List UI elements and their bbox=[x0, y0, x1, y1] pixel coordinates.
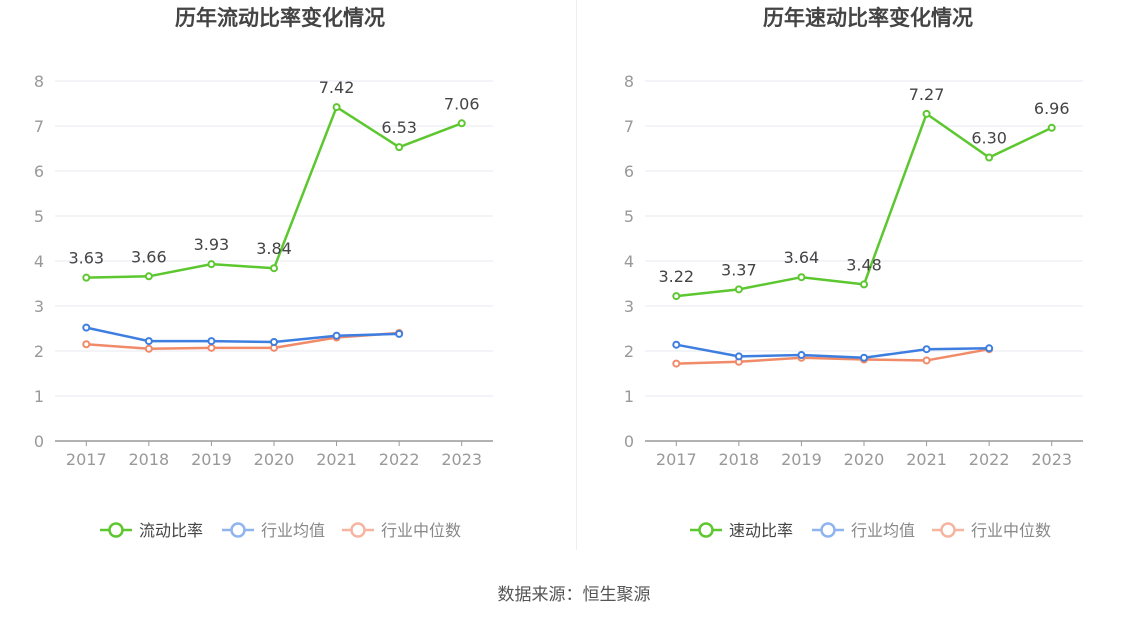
chart2-data-label: 3.64 bbox=[784, 248, 820, 267]
chart1-x-tick-label: 2023 bbox=[441, 450, 482, 469]
chart2-data-point bbox=[985, 153, 994, 162]
chart2-data-point bbox=[734, 285, 743, 294]
chart1-x-tick-label: 2018 bbox=[128, 450, 169, 469]
chart2-data-point bbox=[797, 351, 806, 360]
chart1-data-point bbox=[82, 273, 91, 282]
chart1-data-point bbox=[207, 343, 216, 352]
chart2-legend-swatch-marker bbox=[698, 522, 714, 538]
chart1-series-line-industry-average bbox=[86, 326, 400, 344]
chart2-data-label: 3.48 bbox=[846, 255, 882, 274]
chart2-y-tick-label: 0 bbox=[624, 432, 634, 451]
chart1-data-point bbox=[207, 260, 216, 269]
chart2-y-tick-label: 6 bbox=[624, 162, 634, 181]
chart1-data-point bbox=[270, 264, 278, 273]
chart2-y-tick-label: 8 bbox=[624, 72, 634, 91]
chart1-x-tick-label: 2019 bbox=[191, 450, 232, 469]
chart1-data-label: 3.93 bbox=[194, 235, 230, 254]
chart2-series-line-industry-median bbox=[676, 347, 990, 365]
chart1-data-label: 3.66 bbox=[131, 247, 167, 266]
chart1-data-point bbox=[457, 119, 466, 128]
chart2-legend-label: 行业中位数 bbox=[971, 521, 1051, 540]
chart1-legend-swatch-marker bbox=[108, 522, 124, 538]
chart1-series-line-industry-median bbox=[86, 331, 400, 350]
chart2-legend-label: 速动比率 bbox=[729, 521, 793, 540]
chart2-x-tick-label: 2018 bbox=[718, 450, 759, 469]
chart2-data-label: 3.22 bbox=[658, 267, 694, 286]
chart1-x-tick-label: 2020 bbox=[254, 450, 295, 469]
chart1-y-tick-label: 0 bbox=[34, 432, 44, 451]
chart1-y-tick-label: 1 bbox=[34, 387, 44, 406]
chart2-data-point bbox=[734, 352, 743, 361]
chart2-data-point bbox=[860, 280, 868, 289]
chart1-data-point bbox=[82, 340, 91, 349]
chart1-title: 历年流动比率变化情况 bbox=[175, 6, 385, 30]
chart2-series-line-industry-average bbox=[676, 343, 990, 359]
chart1-data-label: 6.53 bbox=[381, 118, 417, 137]
chart1-data-point bbox=[207, 337, 216, 346]
chart2-data-point bbox=[672, 359, 681, 368]
chart-divider bbox=[576, 0, 577, 550]
chart2-data-point bbox=[922, 109, 931, 118]
chart2-data-point bbox=[672, 340, 681, 349]
chart2-x-tick-label: 2021 bbox=[906, 450, 947, 469]
chart2-x-tick-label: 2017 bbox=[656, 450, 697, 469]
chart2-y-tick-label: 4 bbox=[624, 252, 634, 271]
chart1-data-label: 7.42 bbox=[319, 78, 355, 97]
chart1-y-tick-label: 2 bbox=[34, 342, 44, 361]
chart2-data-point bbox=[860, 353, 868, 362]
chart2-data-label: 6.30 bbox=[971, 129, 1007, 148]
chart1-legend-swatch-marker bbox=[350, 522, 366, 538]
chart1-x-tick-label: 2017 bbox=[66, 450, 107, 469]
chart1-data-point bbox=[395, 329, 404, 338]
chart1-legend-label: 流动比率 bbox=[139, 521, 203, 540]
chart2-legend-swatch-marker bbox=[940, 522, 956, 538]
chart1-data-label: 7.06 bbox=[444, 94, 480, 113]
chart2-data-label: 3.37 bbox=[721, 260, 757, 279]
chart1-data-point bbox=[395, 143, 404, 152]
chart2-legend-label: 行业均值 bbox=[851, 521, 915, 540]
chart1-legend-label: 行业均值 bbox=[261, 521, 325, 540]
chart1-x-tick-label: 2021 bbox=[316, 450, 357, 469]
chart1-data-point bbox=[144, 337, 153, 346]
chart2-x-tick-label: 2023 bbox=[1031, 450, 1072, 469]
chart1-data-label: 3.84 bbox=[256, 239, 292, 258]
chart1-y-tick-label: 3 bbox=[34, 297, 44, 316]
chart1-data-label: 3.63 bbox=[68, 249, 104, 268]
chart2-data-point bbox=[922, 356, 931, 365]
chart1-data-point bbox=[332, 103, 341, 112]
chart1-data-point bbox=[144, 344, 153, 353]
chart1-legend-swatch-marker bbox=[230, 522, 246, 538]
data-source-note: 数据来源：恒生聚源 bbox=[497, 585, 651, 605]
chart2-data-point bbox=[1047, 123, 1056, 132]
chart1-legend-label: 行业中位数 bbox=[381, 521, 461, 540]
chart2-x-tick-label: 2019 bbox=[781, 450, 822, 469]
chart1-y-tick-label: 6 bbox=[34, 162, 44, 181]
chart2-data-point bbox=[985, 344, 994, 353]
chart1-data-point bbox=[144, 272, 153, 281]
chart2-x-tick-label: 2020 bbox=[844, 450, 885, 469]
chart2-y-tick-label: 5 bbox=[624, 207, 634, 226]
chart2-data-point bbox=[797, 273, 806, 282]
chart2-x-tick-label: 2022 bbox=[969, 450, 1010, 469]
chart1-x-tick-label: 2022 bbox=[379, 450, 420, 469]
chart2-data-point bbox=[922, 345, 931, 354]
chart2-y-tick-label: 2 bbox=[624, 342, 634, 361]
chart1-data-point bbox=[332, 331, 341, 340]
chart2-data-label: 6.96 bbox=[1034, 99, 1070, 118]
chart1-y-tick-label: 8 bbox=[34, 72, 44, 91]
chart2-y-tick-label: 1 bbox=[624, 387, 634, 406]
chart2-y-tick-label: 7 bbox=[624, 117, 634, 136]
chart1-y-tick-label: 4 bbox=[34, 252, 44, 271]
chart1-y-tick-label: 5 bbox=[34, 207, 44, 226]
chart2-y-tick-label: 3 bbox=[624, 297, 634, 316]
chart1-data-point bbox=[82, 323, 91, 332]
chart1-data-point bbox=[270, 338, 278, 346]
chart2-legend-swatch-marker bbox=[820, 522, 836, 538]
chart2-data-label: 7.27 bbox=[909, 85, 945, 104]
chart2-data-point bbox=[672, 292, 681, 301]
chart2-title: 历年速动比率变化情况 bbox=[763, 6, 973, 30]
chart1-y-tick-label: 7 bbox=[34, 117, 44, 136]
